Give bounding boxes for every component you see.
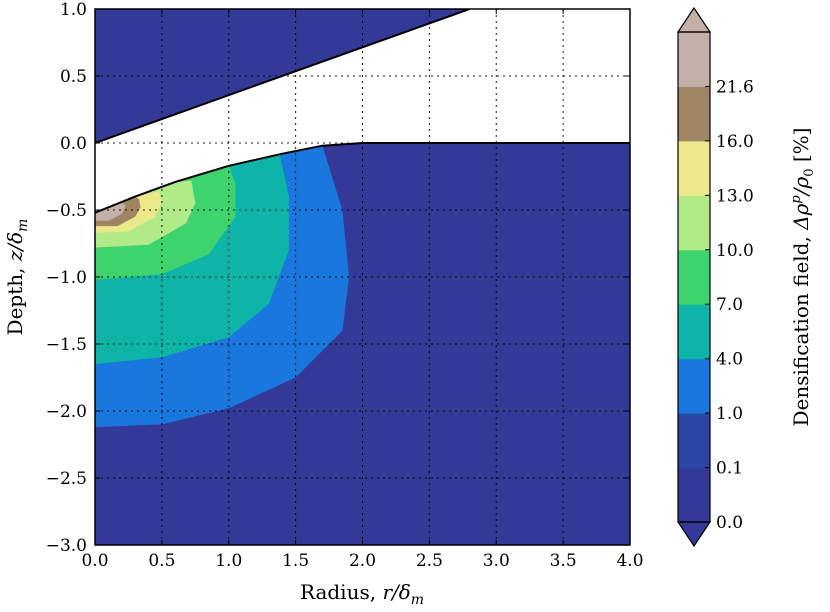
colorbar-segment-8 — [678, 32, 710, 87]
colorbar-tick-label: 10.0 — [716, 241, 754, 261]
colorbar-segment-4 — [678, 249, 710, 305]
gap-region — [95, 9, 630, 213]
colorbar-tick-label: 21.6 — [716, 77, 754, 97]
x-tick-label: 2.5 — [416, 551, 443, 571]
colorbar-frame — [677, 31, 711, 523]
colorbar-segment-3 — [678, 304, 710, 360]
indenter-line — [95, 9, 470, 144]
colorbar-tick-label: 4.0 — [716, 350, 743, 370]
colorbar-tick-label: 0.0 — [716, 513, 743, 533]
x-tick-label: 0.5 — [148, 551, 175, 571]
colorbar-tick-label: 16.0 — [716, 132, 754, 152]
y-tick-label: −0.5 — [46, 201, 87, 221]
x-tick-label: 2.0 — [349, 551, 376, 571]
colorbar-extend-min — [676, 521, 712, 548]
colorbar-segment-0 — [678, 467, 710, 523]
y-tick-label: −1.0 — [46, 268, 87, 288]
y-tick-label: −2.0 — [46, 402, 87, 422]
colorbar-segment-1 — [678, 413, 710, 469]
colorbar-tick-label: 1.0 — [716, 404, 743, 424]
y-tick-label: 1.0 — [60, 0, 87, 20]
surface-profile-line — [95, 142, 630, 214]
x-tick-label: 1.5 — [282, 551, 309, 571]
colorbar-segment-7 — [678, 86, 710, 142]
x-tick-label: 4.0 — [616, 551, 643, 571]
colorbar-tick-label: 13.0 — [716, 186, 754, 206]
colorbar-segment-6 — [678, 140, 710, 196]
colorbar-tick-label: 0.1 — [716, 459, 743, 479]
x-axis-label: Radius, r/δm — [300, 580, 424, 608]
y-tick-label: −1.5 — [46, 335, 87, 355]
y-tick-label: 0.5 — [60, 67, 87, 87]
x-tick-label: 3.0 — [483, 551, 510, 571]
colorbar-extend-max — [676, 6, 712, 33]
y-tick-label: −3.0 — [46, 536, 87, 556]
x-tick-label: 0.0 — [81, 551, 108, 571]
contour-band-21.6 — [95, 202, 126, 221]
y-tick-label: 0.0 — [60, 134, 87, 154]
y-tick-label: −2.5 — [46, 469, 87, 489]
x-tick-label: 1.0 — [215, 551, 242, 571]
y-axis-label: Depth, z/δm — [3, 219, 31, 336]
colorbar-label: Densification field, Δρp/ρ0 [%] — [789, 128, 817, 427]
colorbar-tick-label: 7.0 — [716, 295, 743, 315]
colorbar-segment-2 — [678, 358, 710, 414]
x-tick-label: 3.5 — [550, 551, 577, 571]
colorbar-segment-5 — [678, 195, 710, 251]
